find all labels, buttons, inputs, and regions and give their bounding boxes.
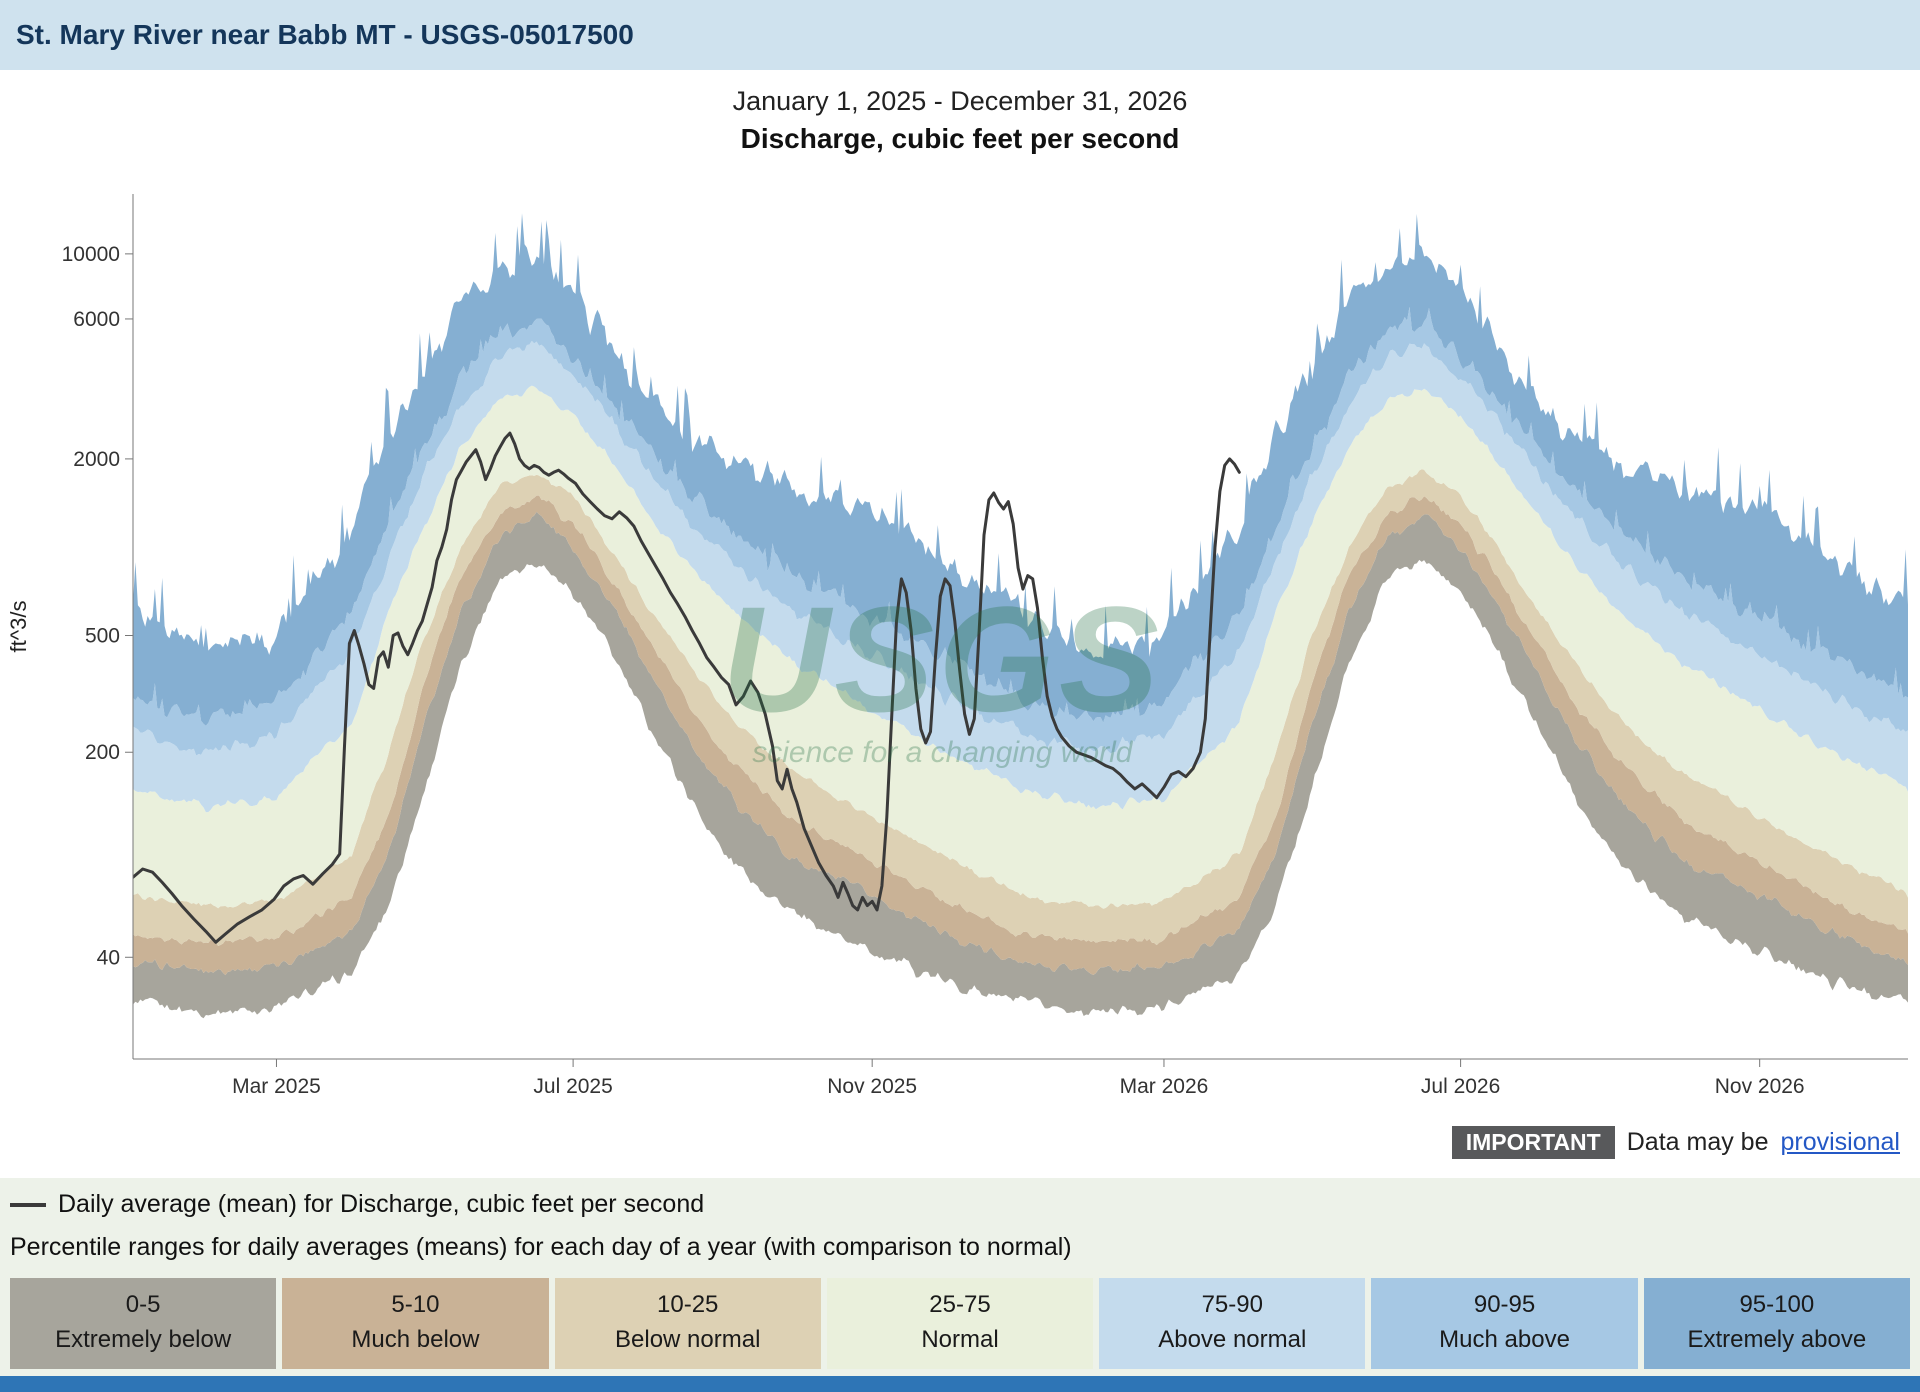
percentile-swatch-95-100: 95-100 Extremely above bbox=[1644, 1278, 1910, 1369]
hydrograph-chart[interactable]: 40 200 500 2000 6000 10000 Mar 2025 Jul 2025 Nov… bbox=[0, 164, 1920, 1114]
footer-bar bbox=[0, 1376, 1920, 1392]
y-tick-label: 2000 bbox=[73, 448, 120, 471]
swatch-range: 95-100 bbox=[1644, 1291, 1910, 1319]
swatch-range: 5-10 bbox=[282, 1291, 548, 1319]
y-tick-label: 10000 bbox=[62, 243, 120, 266]
percentile-swatch-75-90: 75-90 Above normal bbox=[1099, 1278, 1365, 1369]
provisional-notice: IMPORTANT Data may be provisional bbox=[1452, 1126, 1900, 1159]
swatch-range: 75-90 bbox=[1099, 1291, 1365, 1319]
percentile-swatch-90-95: 90-95 Much above bbox=[1371, 1278, 1637, 1369]
legend: Daily average (mean) for Discharge, cubi… bbox=[0, 1178, 1920, 1392]
percentile-swatch-0-5: 0-5 Extremely below bbox=[10, 1278, 276, 1369]
chart-date-range: January 1, 2025 - December 31, 2026 bbox=[0, 86, 1920, 117]
mean-line-label: Daily average (mean) for Discharge, cubi… bbox=[58, 1190, 704, 1219]
percentile-swatches: 0-5 Extremely below5-10 Much below10-25 Bel… bbox=[10, 1278, 1910, 1369]
chart-title: Discharge, cubic feet per second bbox=[0, 123, 1920, 155]
swatch-label: Extremely above bbox=[1644, 1326, 1910, 1354]
app-header: St. Mary River near Babb MT - USGS-05017… bbox=[0, 0, 1920, 70]
y-tick-label: 500 bbox=[85, 625, 120, 648]
notice-text: Data may be bbox=[1627, 1128, 1769, 1157]
swatch-label: Below normal bbox=[555, 1326, 821, 1354]
percentile-band-areas bbox=[133, 213, 1908, 1018]
swatch-range: 25-75 bbox=[827, 1291, 1093, 1319]
x-tick-label: Nov 2026 bbox=[1715, 1075, 1805, 1098]
percentile-swatch-5-10: 5-10 Much below bbox=[282, 1278, 548, 1369]
swatch-label: Extremely below bbox=[10, 1326, 276, 1354]
swatch-label: Much above bbox=[1371, 1326, 1637, 1354]
important-badge: IMPORTANT bbox=[1452, 1126, 1615, 1159]
page: St. Mary River near Babb MT - USGS-05017… bbox=[0, 0, 1920, 1392]
y-tick-label: 200 bbox=[85, 741, 120, 764]
y-axis-label: ft^3/s bbox=[6, 601, 31, 653]
percentile-swatch-10-25: 10-25 Below normal bbox=[555, 1278, 821, 1369]
percentile-swatch-25-75: 25-75 Normal bbox=[827, 1278, 1093, 1369]
x-tick-label: Nov 2025 bbox=[827, 1075, 917, 1098]
provisional-link[interactable]: provisional bbox=[1780, 1128, 1900, 1157]
y-tick-label: 40 bbox=[97, 946, 120, 969]
percentile-legend-label: Percentile ranges for daily averages (me… bbox=[10, 1233, 1910, 1262]
swatch-label: Much below bbox=[282, 1326, 548, 1354]
swatch-range: 90-95 bbox=[1371, 1291, 1637, 1319]
swatch-label: Normal bbox=[827, 1326, 1093, 1354]
mean-line-legend: Daily average (mean) for Discharge, cubi… bbox=[10, 1190, 1910, 1219]
mean-line-swatch bbox=[10, 1203, 46, 1207]
chart-canvas[interactable]: 40 200 500 2000 6000 10000 Mar 2025 Jul 2025 Nov… bbox=[0, 164, 1920, 1114]
swatch-range: 10-25 bbox=[555, 1291, 821, 1319]
x-tick-label: Jul 2025 bbox=[533, 1075, 612, 1098]
x-tick-label: Jul 2026 bbox=[1421, 1075, 1500, 1098]
swatch-label: Above normal bbox=[1099, 1326, 1365, 1354]
swatch-range: 0-5 bbox=[10, 1291, 276, 1319]
x-tick-label: Mar 2025 bbox=[232, 1075, 321, 1098]
station-title: St. Mary River near Babb MT - USGS-05017… bbox=[16, 19, 634, 51]
x-tick-label: Mar 2026 bbox=[1120, 1075, 1209, 1098]
y-tick-label: 6000 bbox=[73, 308, 120, 331]
chart-titles: January 1, 2025 - December 31, 2026 Disc… bbox=[0, 70, 1920, 164]
